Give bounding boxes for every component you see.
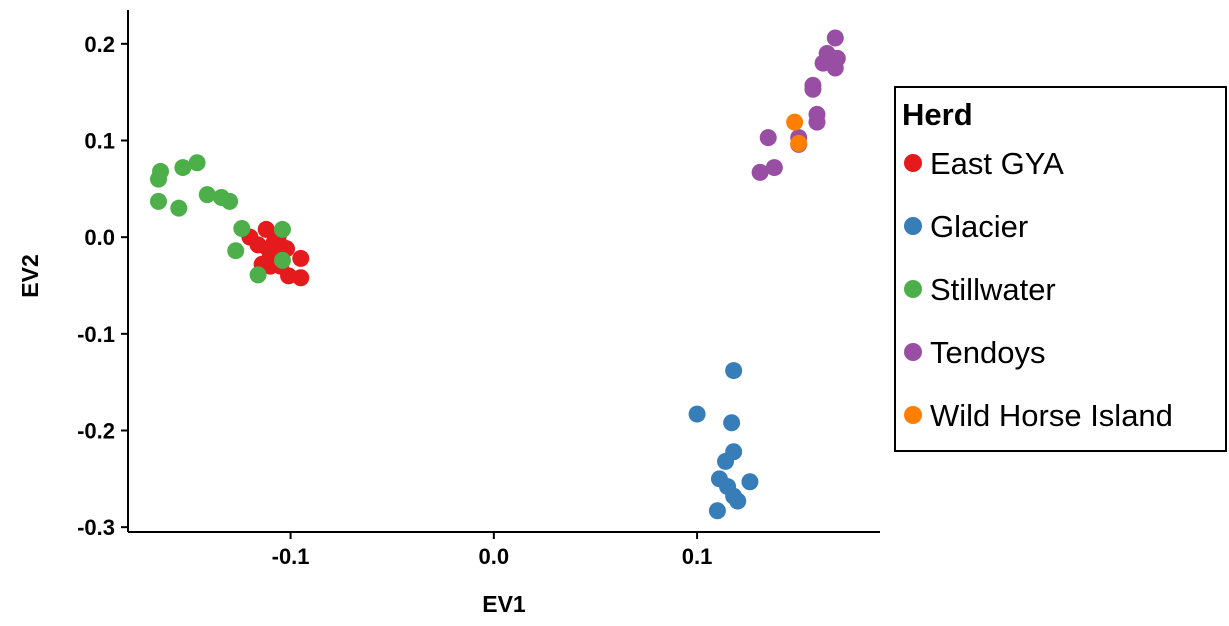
data-point-tendoys — [759, 129, 777, 147]
x-tick-label: -0.1 — [272, 544, 310, 569]
data-point-glacier — [729, 492, 747, 510]
legend-label-tendoys: Tendoys — [930, 335, 1045, 370]
data-point-stillwater — [273, 220, 291, 238]
x-tick-label: 0.0 — [479, 544, 510, 569]
data-point-stillwater — [249, 266, 267, 284]
legend-marker-glacier — [904, 217, 922, 235]
data-points — [149, 29, 846, 520]
data-point-stillwater — [149, 170, 167, 188]
y-tick-label: 0.1 — [84, 129, 115, 154]
data-point-east-gya — [292, 249, 310, 267]
data-point-stillwater — [174, 159, 192, 177]
legend-label-glacier: Glacier — [930, 209, 1028, 244]
legend: Herd East GYA Glacier Stillwater Tendoys Wil… — [894, 86, 1227, 452]
data-point-stillwater — [198, 186, 216, 204]
data-point-tendoys — [826, 59, 844, 77]
legend-label-east-gya: East GYA — [930, 146, 1064, 181]
x-axis-title: EV1 — [482, 591, 526, 617]
data-point-glacier — [708, 502, 726, 520]
legend-box — [894, 86, 1227, 452]
legend-marker-stillwater — [904, 280, 922, 298]
data-point-tendoys — [765, 159, 783, 177]
data-point-stillwater — [221, 192, 239, 210]
data-point-east-gya — [292, 269, 310, 287]
x-axis-ticks: -0.1 0.0 0.1 — [272, 532, 713, 569]
legend-label-wild-horse-island: Wild Horse Island — [930, 398, 1173, 433]
data-point-stillwater — [149, 192, 167, 210]
legend-title: Herd — [902, 97, 973, 132]
data-point-tendoys — [808, 113, 826, 131]
y-tick-label: 0.0 — [84, 225, 115, 250]
data-point-tendoys — [751, 163, 769, 181]
y-axis-title: EV2 — [17, 254, 43, 297]
data-point-glacier — [723, 414, 741, 432]
data-point-stillwater — [273, 251, 291, 269]
plot-area: -0.1 0.0 0.1 0.2 0.1 0.0 -0.1 -0.2 -0.3 — [77, 10, 880, 569]
data-point-glacier — [717, 452, 735, 470]
data-point-wild-horse-island — [786, 113, 804, 131]
data-point-stillwater — [233, 219, 251, 237]
data-point-glacier — [688, 405, 706, 423]
legend-marker-east-gya — [904, 154, 922, 172]
data-point-stillwater — [170, 199, 188, 217]
legend-label-stillwater: Stillwater — [930, 272, 1056, 307]
data-point-stillwater — [188, 154, 206, 172]
y-tick-label: -0.3 — [77, 515, 115, 540]
legend-items: East GYA Glacier Stillwater Tendoys Wild Hor… — [904, 146, 1173, 433]
data-point-glacier — [725, 362, 743, 380]
x-tick-label: 0.1 — [682, 544, 713, 569]
legend-marker-tendoys — [904, 343, 922, 361]
data-point-tendoys — [804, 80, 822, 98]
data-point-tendoys — [826, 29, 844, 47]
data-point-stillwater — [227, 242, 245, 260]
y-tick-label: -0.2 — [77, 419, 115, 444]
y-axis-ticks: 0.2 0.1 0.0 -0.1 -0.2 -0.3 — [77, 32, 128, 540]
data-point-glacier — [741, 473, 759, 491]
y-tick-label: 0.2 — [84, 32, 115, 57]
data-point-wild-horse-island — [790, 134, 808, 152]
legend-marker-wild-horse-island — [904, 406, 922, 424]
y-tick-label: -0.1 — [77, 322, 115, 347]
